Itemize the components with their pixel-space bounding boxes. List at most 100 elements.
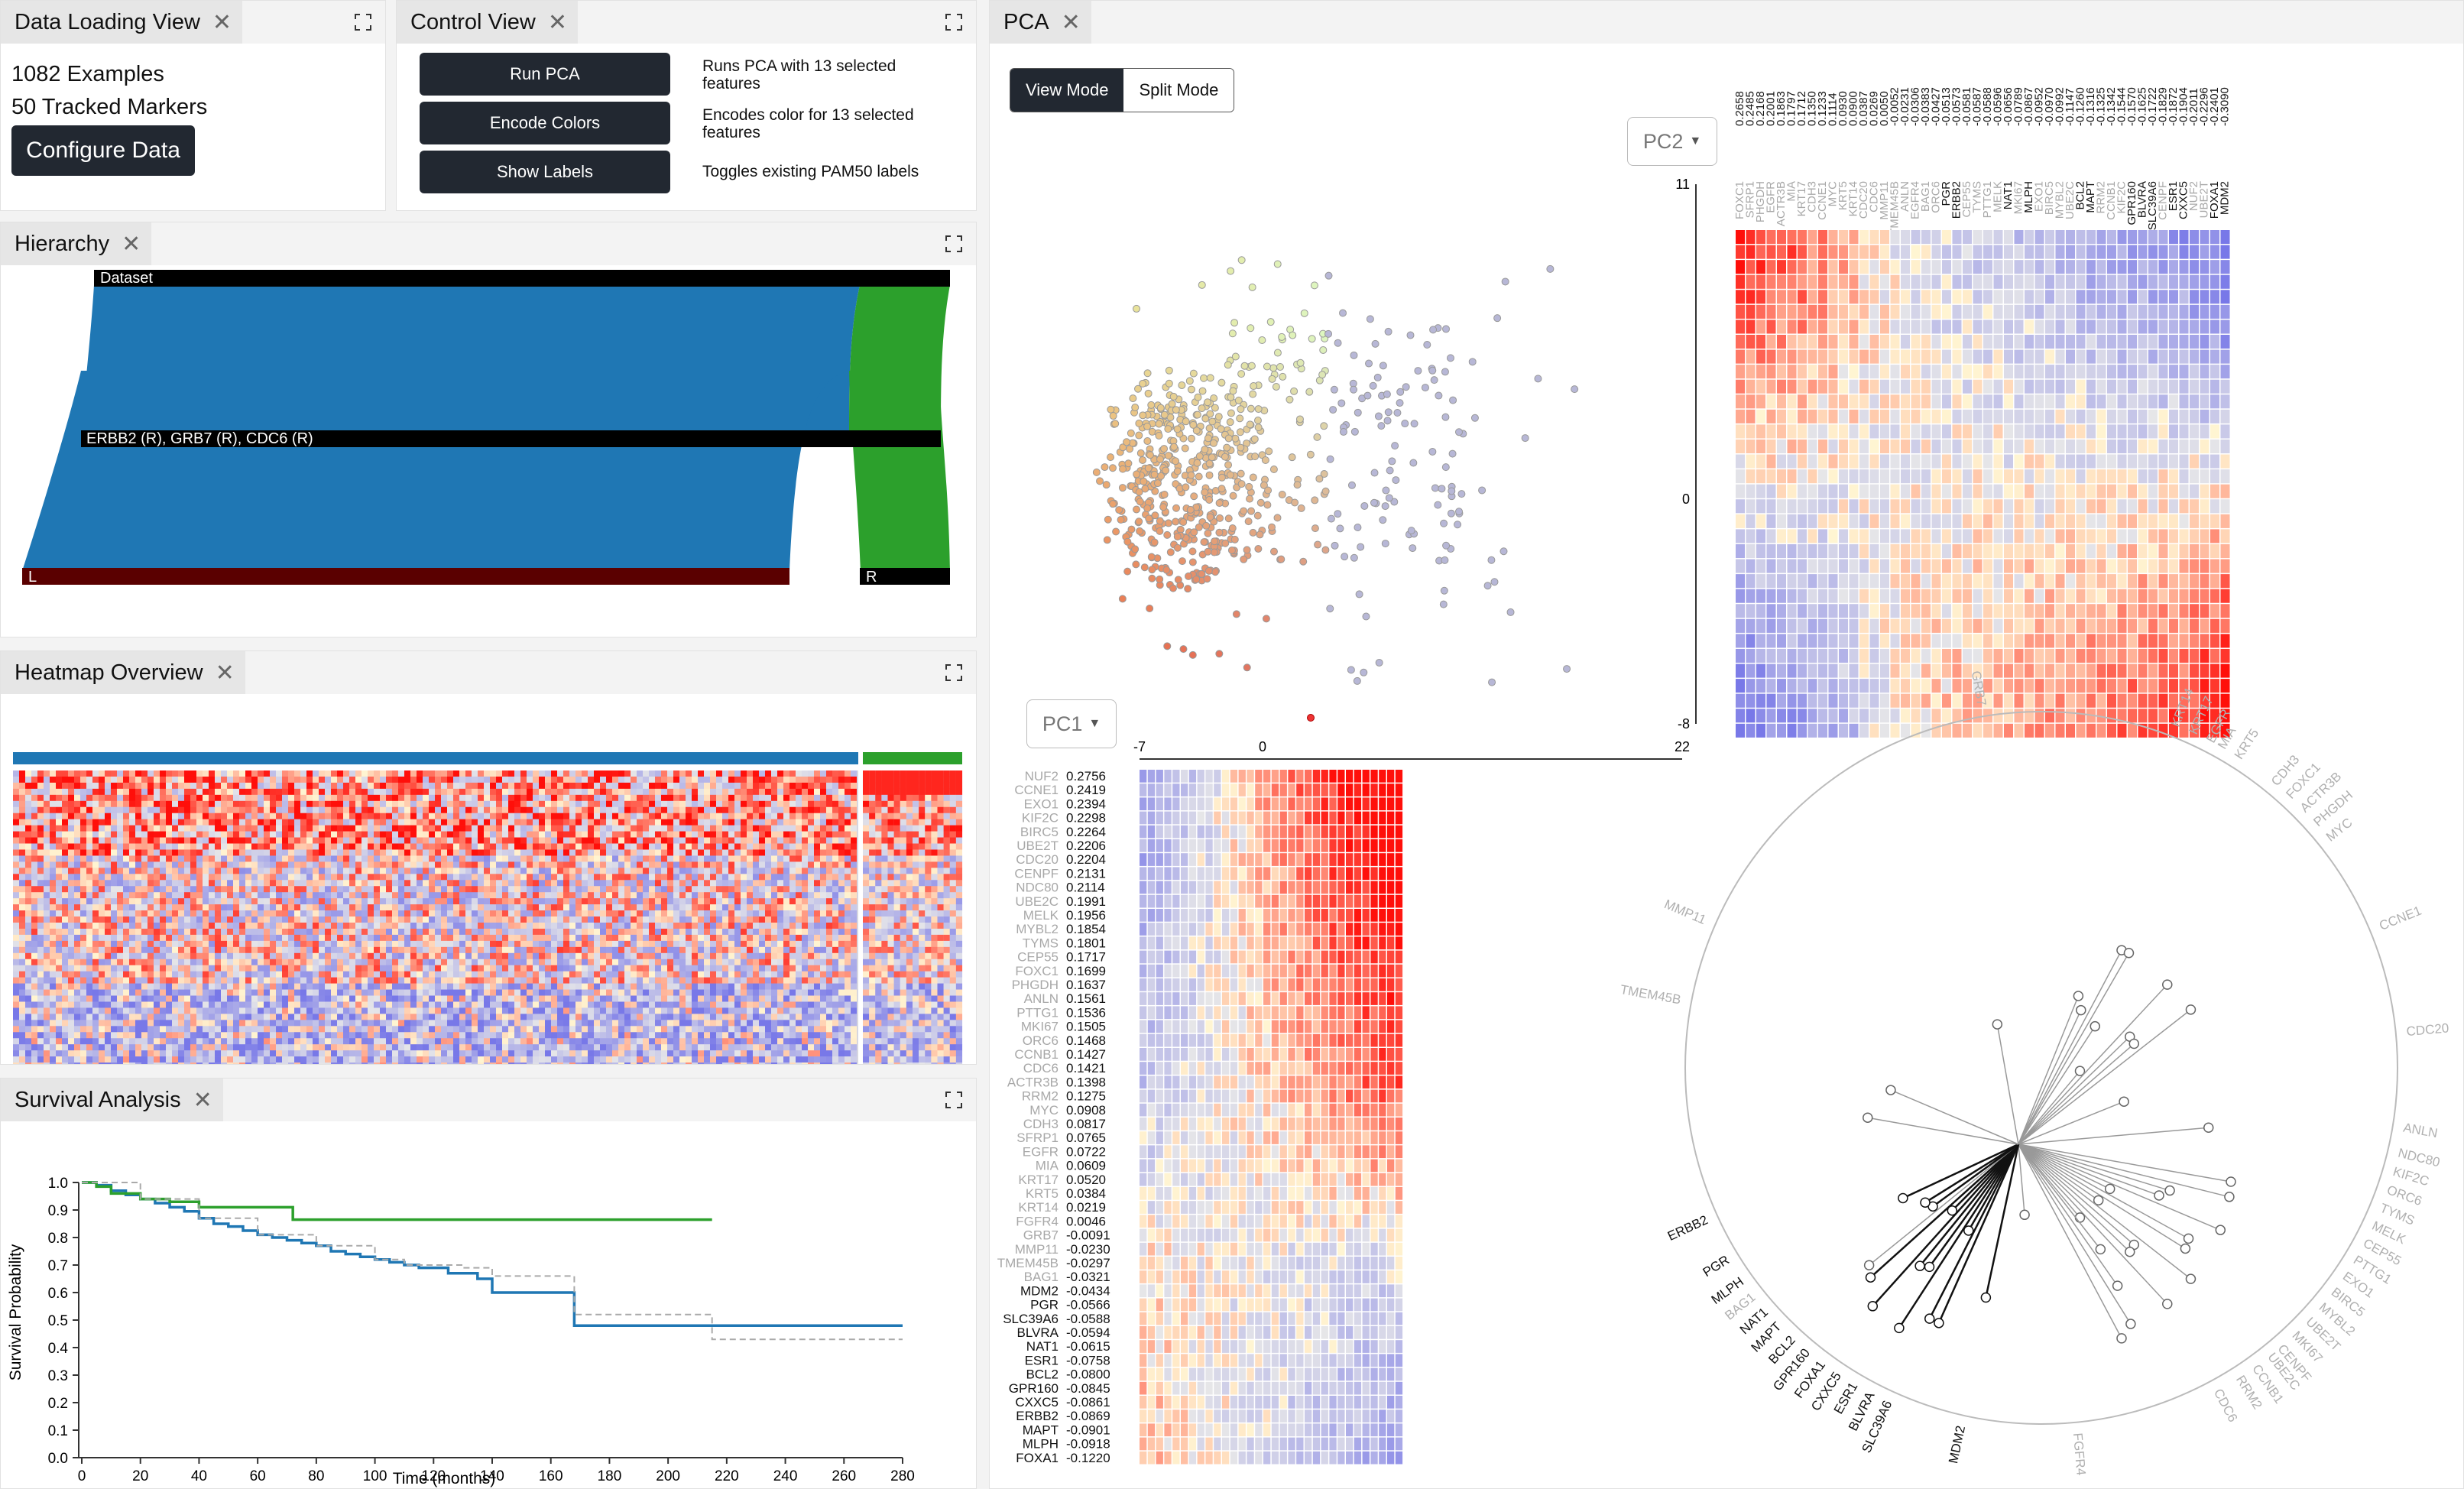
overview-cell [569, 800, 575, 808]
show-labels-button[interactable]: Show Labels [420, 151, 670, 193]
node-left-leaf[interactable] [22, 568, 789, 585]
overview-cell [215, 916, 221, 923]
close-icon[interactable]: ✕ [547, 9, 568, 35]
overview-cell [154, 952, 160, 960]
overview-cell [233, 868, 239, 874]
run-pca-button[interactable]: Run PCA [420, 53, 670, 96]
overview-cell [508, 800, 514, 808]
overview-cell [294, 898, 300, 905]
overview-cell [221, 946, 227, 954]
overview-cell [777, 952, 783, 960]
overview-cell [459, 849, 465, 856]
overview-cell [863, 861, 870, 868]
overview-cell [520, 923, 527, 929]
overview-cell [826, 904, 832, 911]
overview-cell [276, 868, 282, 874]
overview-cell [92, 934, 99, 942]
overview-cell [881, 928, 888, 936]
tab-control[interactable]: Control View ✕ [397, 1, 579, 44]
overview-cell [209, 819, 215, 826]
overview-cell [472, 874, 478, 881]
overview-cell [245, 946, 251, 954]
overview-cell [276, 806, 282, 814]
overview-cell [643, 928, 649, 936]
overview-cell [300, 806, 306, 814]
overview-cell [520, 928, 527, 936]
overview-cell [789, 886, 796, 893]
maximize-icon[interactable] [945, 14, 962, 31]
tab-heatmap-overview[interactable]: Heatmap Overview ✕ [1, 651, 245, 694]
overview-cell [313, 928, 319, 936]
maximize-icon[interactable] [945, 235, 962, 252]
overview-cell [826, 819, 832, 826]
overview-cell [410, 880, 417, 887]
overview-cell [74, 849, 80, 856]
overview-cell [955, 825, 963, 832]
overview-cell [563, 904, 569, 911]
overview-cell [154, 892, 160, 899]
overview-cell [111, 898, 117, 905]
encode-colors-button[interactable]: Encode Colors [420, 102, 670, 144]
overview-cell [484, 831, 490, 838]
overview-cell [380, 788, 386, 796]
close-icon[interactable]: ✕ [212, 9, 232, 35]
node-right-leaf[interactable] [860, 568, 950, 585]
overview-cell [618, 886, 624, 893]
overview-cell [141, 880, 148, 887]
overview-cell [925, 892, 932, 899]
node-split[interactable] [81, 430, 941, 447]
overview-cell [722, 800, 728, 808]
overview-cell [92, 868, 99, 874]
overview-cell [955, 886, 963, 893]
node-dataset[interactable] [94, 270, 950, 287]
overview-cell [508, 794, 514, 802]
overview-cell [325, 959, 331, 966]
configure-data-button[interactable]: Configure Data [11, 125, 195, 176]
overview-cell [943, 952, 950, 960]
overview-cell [203, 855, 209, 862]
overview-cell [31, 813, 37, 819]
overview-cell [141, 825, 148, 832]
overview-cell [135, 849, 141, 856]
overview-cell [459, 843, 465, 850]
overview-cell [753, 916, 759, 923]
overview-cell [74, 776, 80, 783]
overview-cell [13, 843, 19, 850]
overview-cell [943, 849, 950, 856]
overview-cell [588, 892, 594, 899]
overview-cell [44, 940, 50, 948]
tab-hierarchy[interactable]: Hierarchy ✕ [1, 222, 152, 265]
overview-cell [545, 868, 551, 874]
overview-cell [62, 868, 68, 874]
overview-cell [747, 831, 753, 838]
overview-cell [355, 898, 361, 905]
overview-cell [753, 813, 759, 819]
overview-cell [233, 892, 239, 899]
overview-cell [282, 861, 288, 868]
overview-cell [667, 776, 673, 783]
maximize-icon[interactable] [945, 664, 962, 681]
overview-cell [190, 782, 196, 790]
overview-cell [459, 940, 465, 948]
overview-cell [306, 813, 313, 819]
overview-cell [814, 874, 820, 881]
close-icon[interactable]: ✕ [122, 231, 141, 257]
overview-cell [618, 892, 624, 899]
overview-cell [955, 806, 963, 814]
overview-cell [160, 794, 166, 802]
overview-cell [374, 837, 380, 844]
overview-cell [404, 952, 410, 960]
overview-cell [141, 923, 148, 929]
overview-cell [209, 855, 215, 862]
overview-cell [612, 819, 618, 826]
overview-cell [282, 794, 288, 802]
maximize-icon[interactable] [355, 14, 371, 31]
overview-cell [398, 770, 404, 777]
tab-data-loading[interactable]: Data Loading View ✕ [1, 1, 243, 44]
overview-cell [184, 855, 190, 862]
overview-cell [374, 910, 380, 917]
overview-cell [50, 831, 56, 838]
overview-cell [398, 898, 404, 905]
close-icon[interactable]: ✕ [215, 660, 235, 686]
overview-cell [313, 782, 319, 790]
